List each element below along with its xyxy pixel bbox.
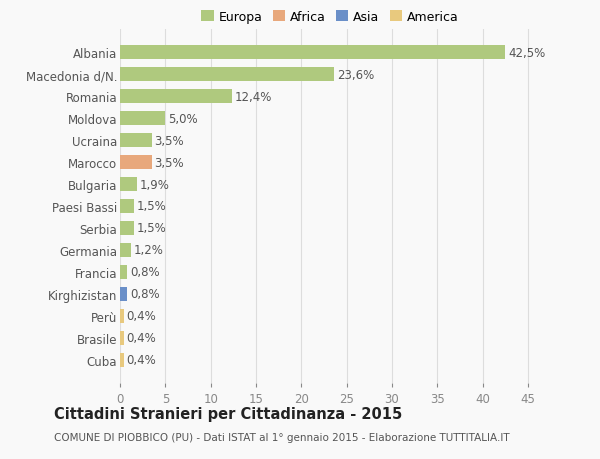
Bar	[120, 221, 134, 235]
Bar	[120, 331, 124, 345]
Text: 1,9%: 1,9%	[140, 178, 170, 191]
Bar	[120, 265, 127, 280]
Text: 1,2%: 1,2%	[134, 244, 163, 257]
Text: 1,5%: 1,5%	[136, 200, 166, 213]
Bar	[120, 46, 505, 60]
Bar	[120, 90, 232, 104]
Bar	[120, 199, 134, 214]
Bar	[120, 68, 334, 82]
Text: COMUNE DI PIOBBICO (PU) - Dati ISTAT al 1° gennaio 2015 - Elaborazione TUTTITALI: COMUNE DI PIOBBICO (PU) - Dati ISTAT al …	[54, 432, 509, 442]
Text: 1,5%: 1,5%	[136, 222, 166, 235]
Bar	[120, 134, 152, 148]
Text: 5,0%: 5,0%	[168, 112, 197, 125]
Bar	[120, 243, 131, 257]
Bar	[120, 156, 152, 170]
Text: Cittadini Stranieri per Cittadinanza - 2015: Cittadini Stranieri per Cittadinanza - 2…	[54, 406, 402, 421]
Text: 12,4%: 12,4%	[235, 90, 272, 103]
Bar	[120, 353, 124, 367]
Text: 0,4%: 0,4%	[127, 310, 156, 323]
Text: 0,4%: 0,4%	[127, 332, 156, 345]
Text: 0,8%: 0,8%	[130, 266, 160, 279]
Text: 42,5%: 42,5%	[508, 46, 545, 60]
Text: 3,5%: 3,5%	[154, 156, 184, 169]
Text: 0,8%: 0,8%	[130, 288, 160, 301]
Text: 23,6%: 23,6%	[337, 68, 374, 81]
Bar	[120, 178, 137, 192]
Bar	[120, 309, 124, 323]
Text: 3,5%: 3,5%	[154, 134, 184, 147]
Legend: Europa, Africa, Asia, America: Europa, Africa, Asia, America	[199, 9, 461, 27]
Bar	[120, 287, 127, 302]
Bar	[120, 112, 166, 126]
Text: 0,4%: 0,4%	[127, 353, 156, 367]
